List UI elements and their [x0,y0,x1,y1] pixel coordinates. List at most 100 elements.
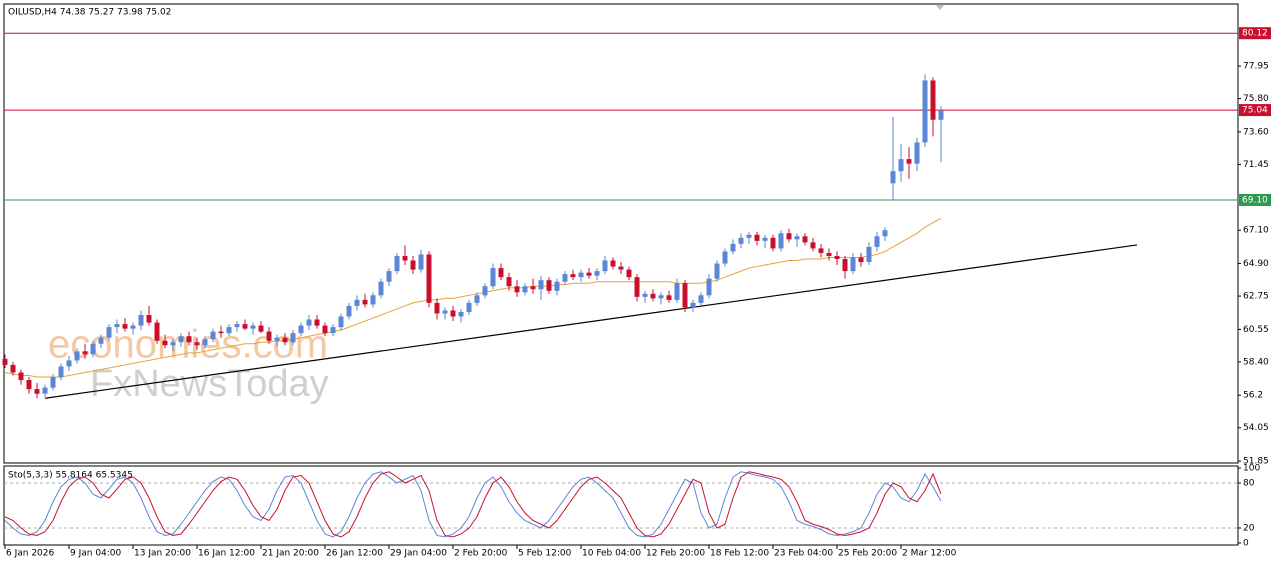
stochastic-line [4,471,942,538]
level-label-box [1239,104,1271,117]
candle-body [66,360,72,367]
x-tick-label: 16 Jan 12:00 [198,549,255,559]
candle-body [370,295,376,305]
candle-body [122,324,128,329]
candle-body [362,299,368,305]
candle-body [202,339,208,346]
y-tick-label: 60.55 [1243,325,1269,335]
shift-marker [936,5,944,10]
candle-body [290,333,296,343]
candle-body [26,380,32,390]
y-tick-label: 77.95 [1243,62,1269,72]
candle-body [314,319,320,326]
candle-body [882,230,888,237]
candle-body [562,274,568,282]
candle-body [186,336,192,343]
candle-body [578,272,584,278]
candle-body [250,325,256,329]
watermark: FxNewsToday [90,363,329,405]
candle-body [714,263,720,279]
candle-body [554,281,560,291]
y-tick-label: 100 [1243,464,1260,474]
candle-body [506,277,512,287]
candle-body [434,302,440,314]
x-tick-label: 13 Jan 20:00 [134,549,191,559]
candle-body [778,233,784,249]
candle-body [610,260,616,267]
candle-body [306,319,312,326]
x-tick-label: 18 Feb 12:00 [710,549,769,559]
y-tick-label: 51.85 [1243,457,1269,467]
candle-body [890,171,896,184]
candle-body [650,293,656,299]
candle-body [850,257,856,272]
y-tick-label: 58.40 [1243,357,1269,367]
candle-body [170,342,176,346]
candle-body [162,340,168,346]
main-pane [3,3,1239,464]
candle-body [90,343,96,355]
candle-body [386,271,392,282]
y-tick-label: 64.90 [1243,259,1269,269]
candle-body [874,236,880,247]
candle-body [106,327,112,338]
candle-body [34,389,40,394]
candle-body [42,387,48,394]
y-tick-label: 20 [1243,523,1255,533]
x-tick-label: 10 Feb 04:00 [582,549,641,559]
indicator-title: Sto(5,3,3) 55.8164 65.5345 [8,471,133,481]
candle-body [490,268,496,287]
candle-body [746,234,752,238]
candle-body [234,324,240,328]
candle-body [666,295,672,300]
candle-body [354,299,360,306]
candle-body [130,325,136,329]
candle-body [682,283,688,308]
candle-body [242,324,248,329]
candle-body [810,242,816,249]
candle-body [154,322,160,341]
candle-body [538,280,544,290]
candle-body [690,302,696,308]
candle-body [138,314,144,326]
x-tick-label: 29 Jan 04:00 [390,549,447,559]
x-tick-label: 9 Jan 04:00 [70,549,122,559]
candle-body [786,233,792,240]
y-tick-label: 62.75 [1243,292,1269,302]
candle-body [266,331,272,341]
candle-body [98,337,104,344]
candle-body [282,337,288,343]
candle-body [706,278,712,296]
stochastic-line [4,471,942,538]
candle-body [626,269,632,278]
candle-body [530,286,536,290]
candle-body [602,260,608,272]
candle-body [842,259,848,272]
candle-body [754,234,760,241]
candle-body [906,159,912,164]
y-tick-label: 73.60 [1243,127,1269,137]
candle-body [2,358,8,365]
level-label: 80.12 [1242,29,1268,39]
candle-body [618,266,624,270]
candle-body [394,255,400,272]
candle-body [826,252,832,256]
candle-body [922,80,928,143]
candle-body [858,257,864,263]
candle-body [274,337,280,341]
candle-body [410,260,416,270]
stochastic-pane [3,465,1239,546]
y-tick-label: 56.2 [1243,391,1263,401]
candle-body [898,159,904,172]
candle-body [770,237,776,249]
level-label: 75.04 [1242,106,1268,116]
candle-body [442,310,448,314]
candle-body [866,246,872,263]
x-tick-label: 26 Jan 12:00 [326,549,383,559]
watermark: economies.com [48,323,328,367]
candle-body [322,325,328,334]
y-tick-label: 67.10 [1243,226,1269,236]
moving-average [4,217,942,378]
x-tick-label: 23 Feb 04:00 [774,549,833,559]
